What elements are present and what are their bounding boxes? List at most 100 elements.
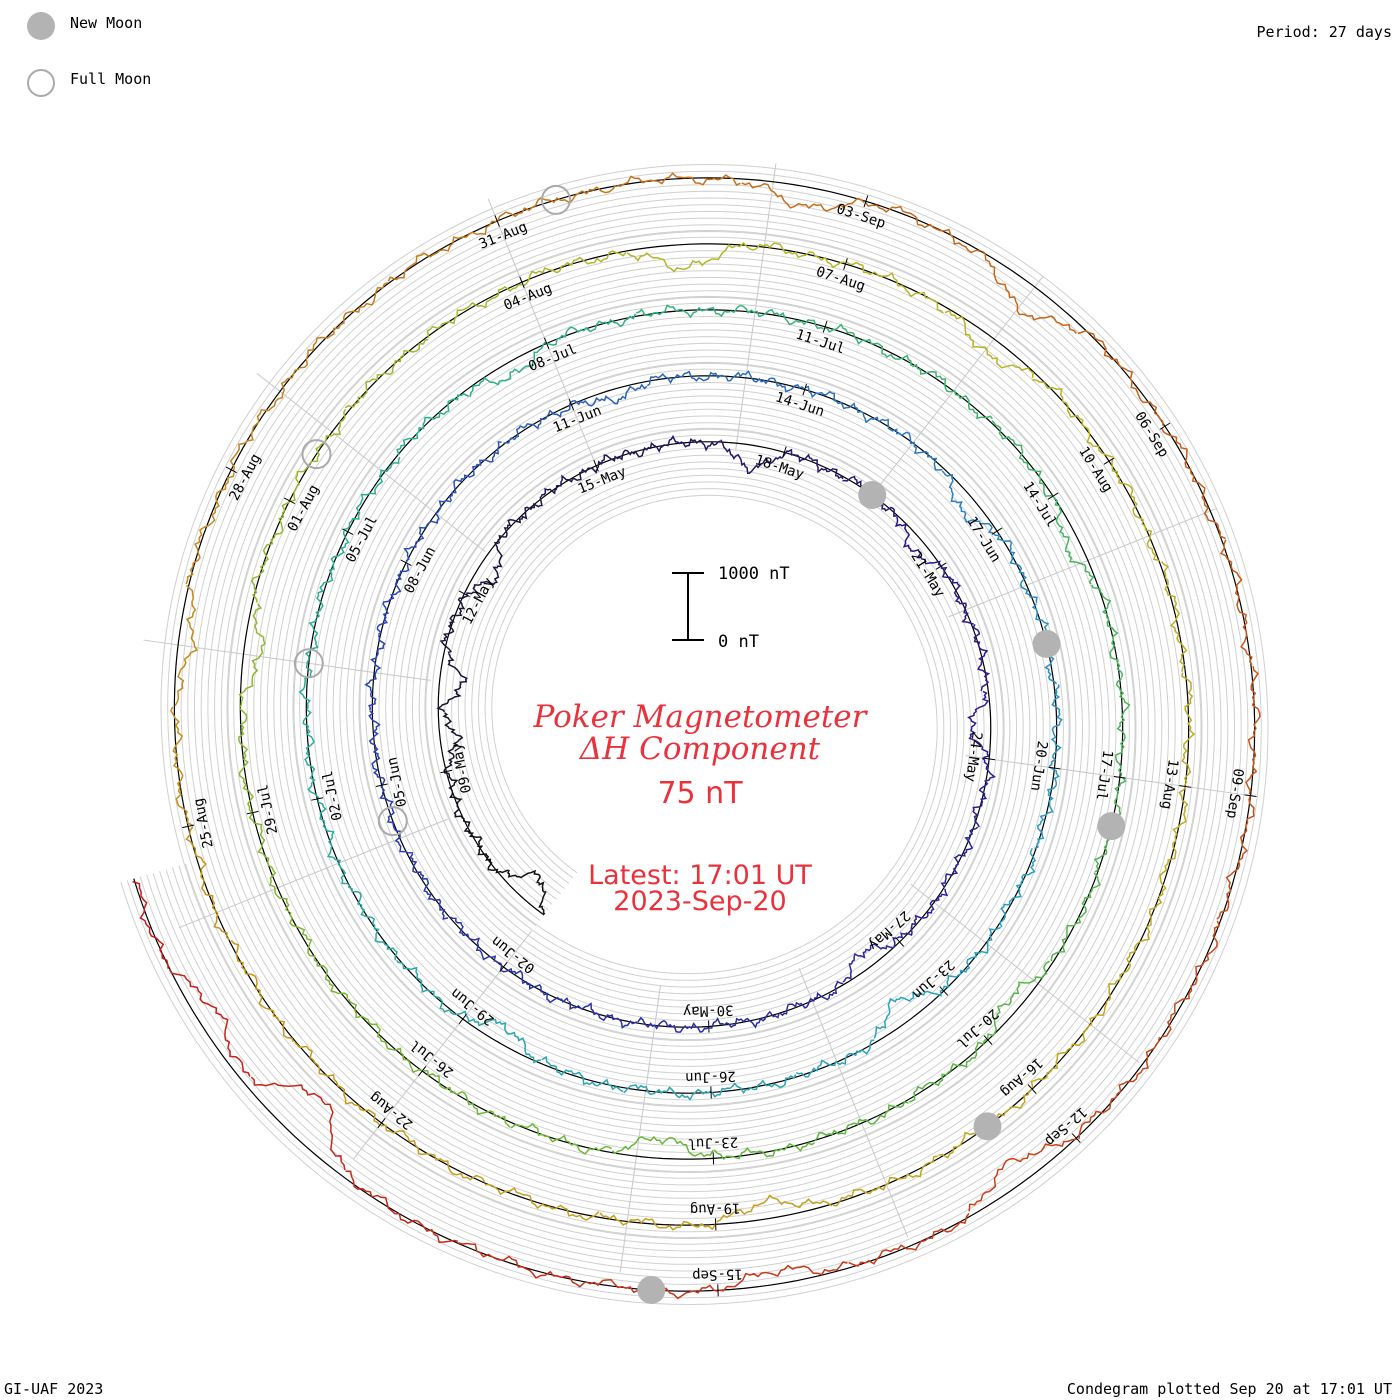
date-label: 20-Jun	[1027, 740, 1050, 792]
date-label: 19-Aug	[690, 1199, 741, 1217]
trace-segment	[1091, 584, 1124, 678]
trace-segment	[824, 323, 912, 367]
date-tick	[499, 961, 508, 973]
spoke-line	[178, 818, 448, 929]
date-label: 05-Jul	[343, 513, 381, 565]
trace-segment	[185, 826, 230, 941]
trace-segment	[185, 472, 235, 585]
trace-segment	[522, 250, 627, 287]
trace-segment	[1034, 766, 1060, 850]
scale-bottom-label: 0 nT	[718, 632, 759, 652]
trace-segment	[1050, 872, 1101, 962]
trace-segment	[302, 709, 320, 800]
trace-segment	[646, 370, 726, 387]
trace-segment	[716, 1194, 833, 1223]
trace-segment	[1158, 786, 1189, 898]
trace-segment	[376, 564, 410, 635]
date-label: 23-Jun	[909, 956, 957, 1002]
trace-segment	[540, 467, 598, 498]
trace-segment	[510, 1122, 613, 1155]
date-label: 17-Jul	[1093, 749, 1116, 801]
trace-segment	[944, 309, 1034, 379]
new-moon-icon	[1097, 812, 1126, 841]
new-moon-legend-label: New Moon	[70, 14, 143, 32]
credit-right: Condegram plotted Sep 20 at 17:01 UT	[1066, 1380, 1392, 1398]
full-moon-icon	[377, 806, 408, 837]
spoke-line	[798, 968, 909, 1238]
date-tick	[458, 1013, 467, 1025]
trace-segment	[1030, 1000, 1108, 1089]
trace-segment	[251, 501, 290, 603]
trace-segment	[940, 826, 979, 889]
trace-segment	[1216, 795, 1255, 920]
date-tick	[935, 562, 947, 570]
trace-segment	[317, 799, 349, 885]
trace-segment	[463, 827, 509, 874]
date-label: 23-Jul	[687, 1134, 738, 1152]
trace-segment	[713, 1142, 815, 1161]
trace-segment	[298, 618, 319, 710]
trace-segment	[623, 1084, 712, 1101]
date-tick	[1071, 1133, 1081, 1143]
date-tick	[593, 460, 599, 472]
spoke-line	[256, 372, 486, 553]
trace-segment	[940, 565, 974, 625]
trace-segment	[878, 418, 943, 471]
trace-segment	[345, 1170, 458, 1244]
trace-segment	[343, 456, 401, 531]
trace-segment	[941, 470, 994, 534]
new-moon-icon	[858, 480, 887, 509]
trace-segment	[911, 363, 993, 420]
date-tick	[1047, 492, 1059, 500]
trace-segment	[1032, 379, 1114, 458]
trace-segment	[1219, 539, 1253, 666]
trace-segment	[908, 1038, 988, 1103]
chart-subtitle: ΔH Component	[579, 731, 821, 767]
trace-segment	[599, 1212, 717, 1231]
date-tick	[1244, 794, 1257, 797]
trace-segment	[466, 541, 503, 596]
trace-segment	[972, 757, 996, 828]
trace-segment	[720, 439, 783, 474]
grid-ring	[172, 217, 1215, 1252]
trace-segment	[805, 385, 879, 424]
trace-segment	[364, 634, 386, 711]
date-tick	[377, 1118, 386, 1129]
trace-segment	[541, 1055, 624, 1093]
trace-segment	[1161, 560, 1188, 672]
trace-segment	[730, 304, 824, 330]
chart-title: Poker Magnetometer	[533, 699, 867, 735]
trace-segment	[873, 989, 944, 1039]
trace-segment	[458, 1242, 586, 1288]
trace-segment	[294, 1041, 381, 1126]
latest-time: Latest: 17:01 UT	[588, 860, 812, 891]
spoke-line	[948, 507, 1218, 618]
trace-segment	[842, 936, 897, 983]
trace-segment	[1078, 1036, 1161, 1140]
trace-segment	[986, 960, 1050, 1039]
date-label: 15-Sep	[692, 1265, 743, 1283]
trace-segment	[230, 939, 295, 1043]
trace-segment	[864, 201, 981, 254]
date-label: 10-Aug	[1075, 444, 1115, 495]
date-label: 13-Aug	[1158, 758, 1181, 810]
trace-segment	[1114, 677, 1131, 777]
trace-segment	[426, 283, 522, 339]
date-label: 26-Jun	[685, 1068, 736, 1086]
trace-segment	[782, 448, 844, 480]
trace-segment	[436, 653, 468, 713]
scale-bar	[672, 572, 704, 641]
date-label: 09-Sep	[1223, 767, 1246, 819]
period-label: Period: 27 days	[1256, 23, 1392, 41]
trace-segment	[439, 595, 468, 654]
trace-segment	[496, 184, 617, 223]
trace-segment	[967, 690, 990, 759]
trace-segment	[570, 383, 648, 407]
trace-segment	[501, 967, 569, 1004]
date-tick	[781, 446, 787, 459]
spoke-line	[487, 198, 598, 468]
trace-segment	[636, 304, 731, 319]
trace-segment	[972, 624, 991, 692]
new-moon-icon	[1032, 629, 1061, 658]
grid-ring	[178, 224, 1209, 1245]
